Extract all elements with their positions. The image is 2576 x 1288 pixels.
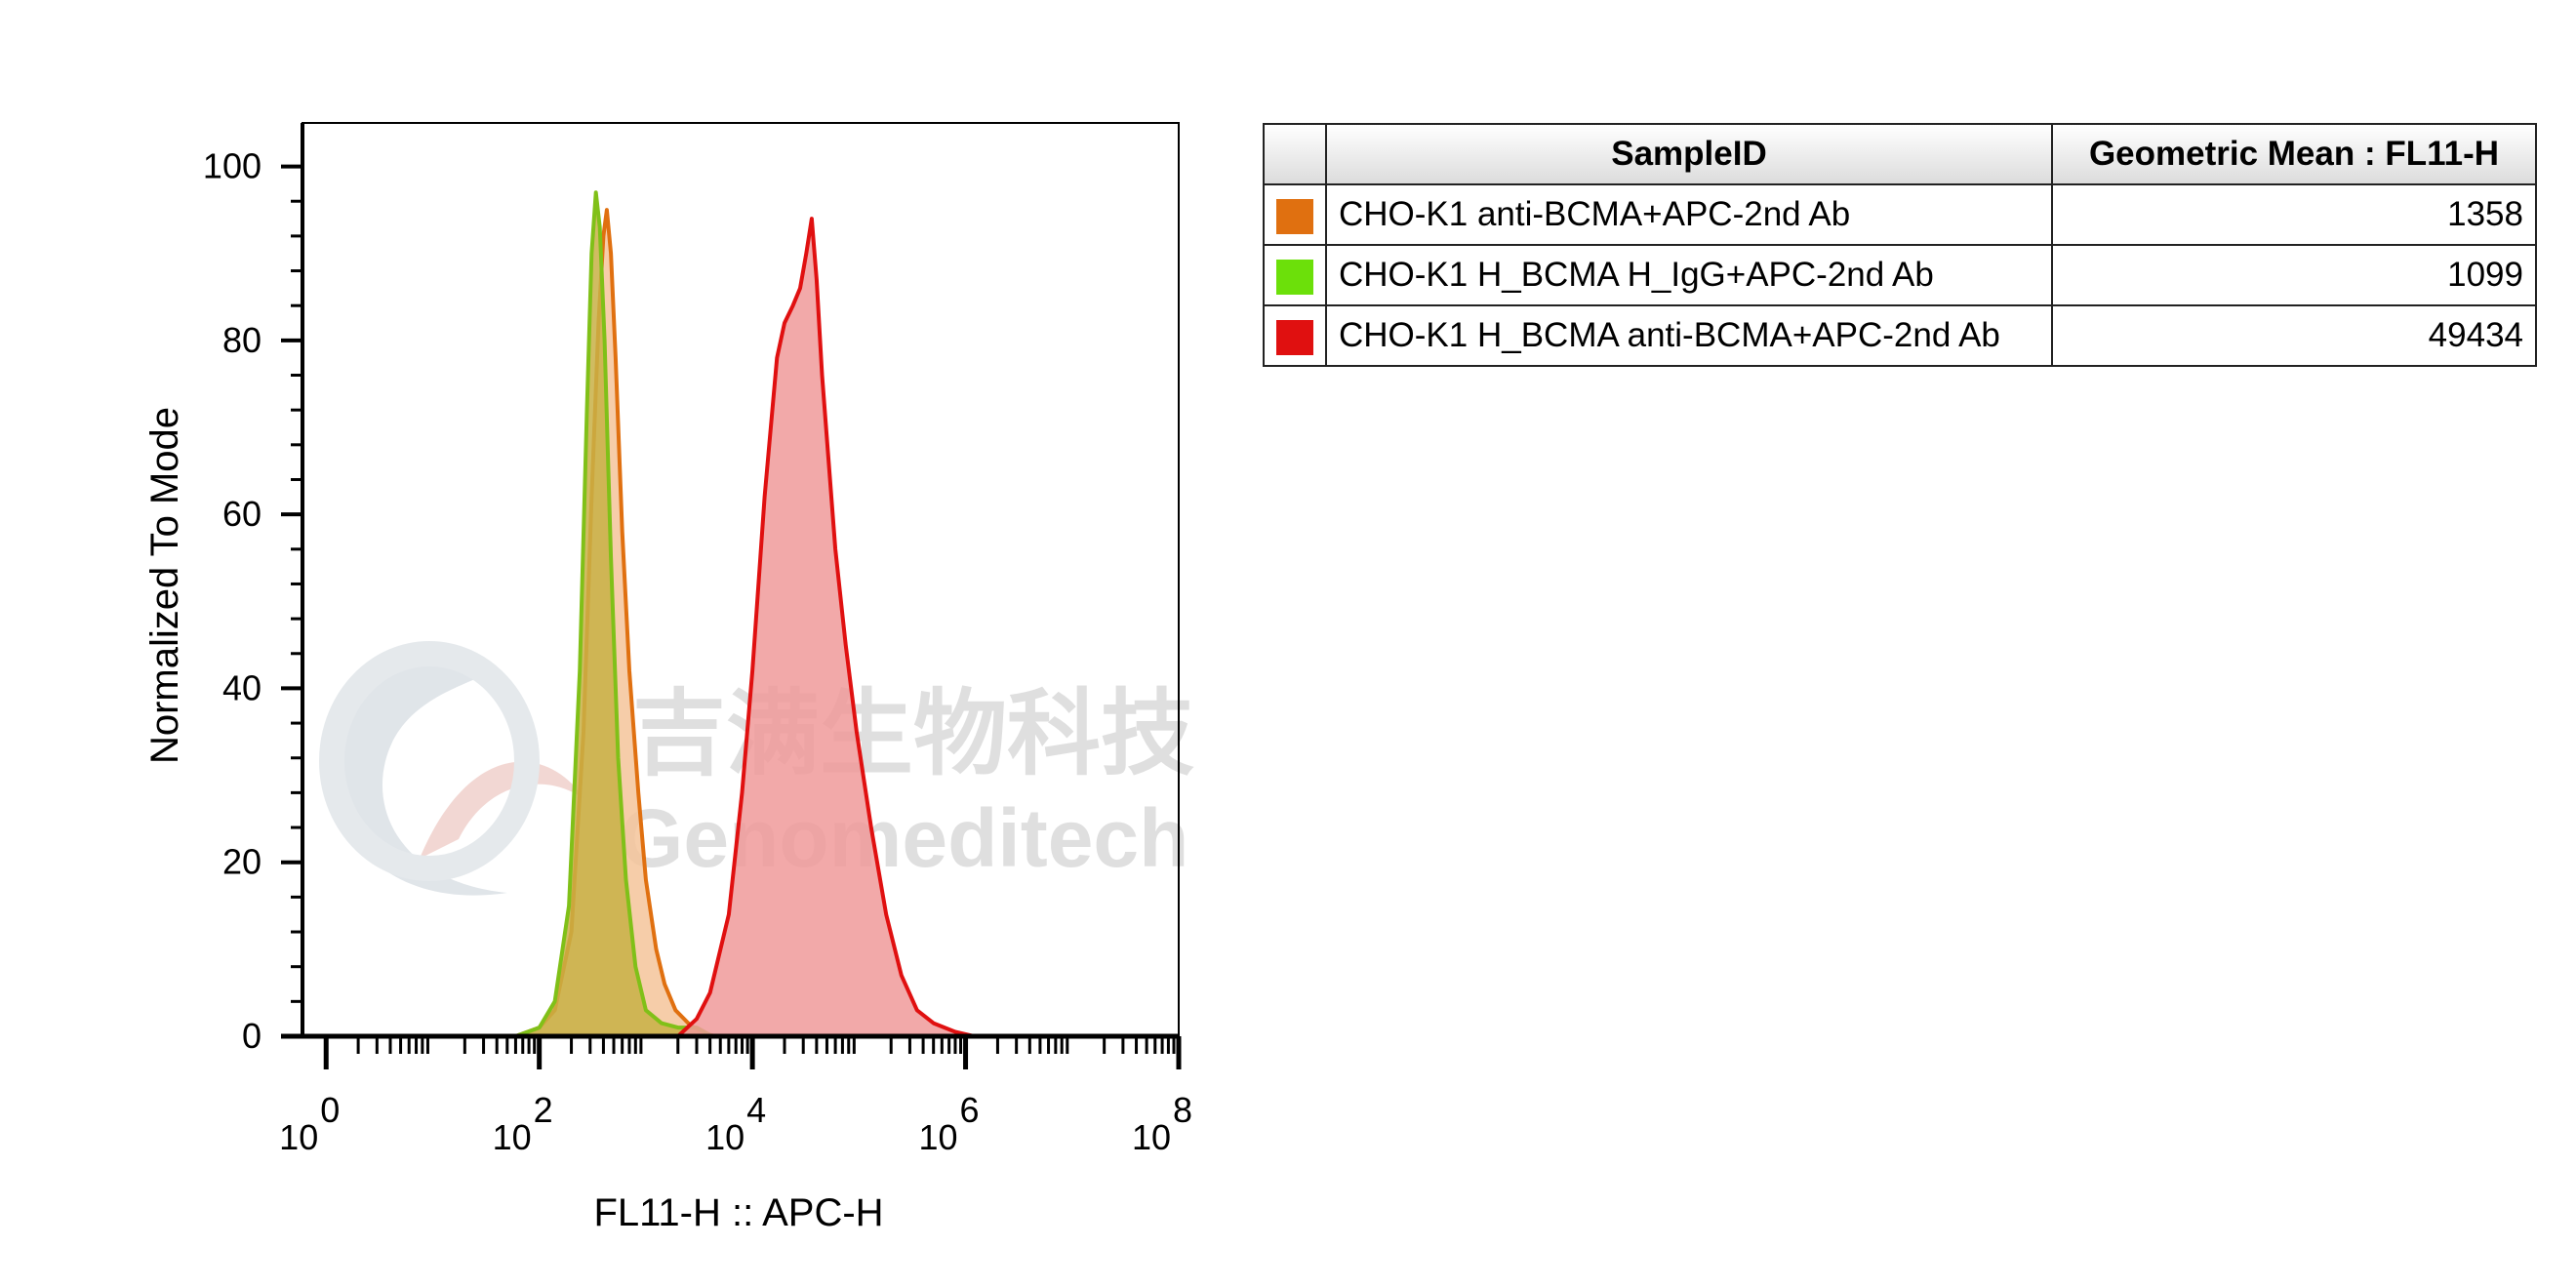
y-axis-title: Normalized To Mode: [143, 407, 186, 764]
series-line: [326, 190, 1179, 1038]
legend-swatch: [1276, 198, 1313, 234]
legend-sample-name: CHO-K1 anti-BCMA+APC-2nd Ab: [1325, 183, 2053, 246]
y-tick-label: 20: [222, 842, 262, 882]
legend-swatch-cell: [1263, 183, 1327, 246]
x-tick-label: 10: [279, 1117, 318, 1157]
x-tick-label: 10: [493, 1117, 532, 1157]
y-tick-label: 80: [222, 320, 262, 360]
legend-row: CHO-K1 H_BCMA H_IgG+APC-2nd Ab 1099: [1263, 244, 2537, 306]
y-tick-label: 100: [203, 146, 262, 186]
legend-geo-mean-value: 49434: [2051, 304, 2537, 367]
x-tick-exponent: 2: [534, 1090, 553, 1130]
x-tick-exponent: 0: [320, 1090, 340, 1130]
x-tick-label: 10: [919, 1117, 958, 1157]
x-tick-exponent: 4: [746, 1090, 766, 1130]
x-tick-exponent: 6: [960, 1090, 980, 1130]
legend-row: CHO-K1 H_BCMA anti-BCMA+APC-2nd Ab 49434: [1263, 304, 2537, 367]
y-tick-label: 0: [242, 1016, 262, 1056]
x-tick-label: 10: [705, 1117, 745, 1157]
legend-sample-name: CHO-K1 H_BCMA anti-BCMA+APC-2nd Ab: [1325, 304, 2053, 367]
legend-geo-mean-value: 1358: [2051, 183, 2537, 246]
y-tick-label: 40: [222, 667, 262, 707]
legend-sample-name: CHO-K1 H_BCMA H_IgG+APC-2nd Ab: [1325, 244, 2053, 306]
x-tick-exponent: 8: [1173, 1090, 1192, 1130]
geometric-mean-header: Geometric Mean : FL11-H: [2051, 123, 2537, 185]
series-line: [326, 217, 1179, 1038]
series-layer: [326, 190, 1179, 1038]
watermark-english-text: Genomeditech: [620, 792, 1188, 884]
legend-swatch-cell: [1263, 304, 1327, 367]
y-tick-label: 60: [222, 494, 262, 534]
legend-row: CHO-K1 anti-BCMA+APC-2nd Ab 1358: [1263, 183, 2537, 246]
sample-id-header: SampleID: [1325, 123, 2053, 185]
watermark: 吉满生物科技 Genomeditech: [319, 641, 1194, 896]
legend-swatch-cell: [1263, 244, 1327, 306]
watermark-logo-icon: [319, 641, 585, 896]
x-axis-title: FL11-H :: APC-H: [593, 1191, 883, 1234]
legend-table: SampleID Geometric Mean : FL11-H CHO-K1 …: [1263, 123, 2537, 367]
watermark-chinese-text: 吉满生物科技: [632, 679, 1194, 788]
legend-geo-mean-value: 1099: [2051, 244, 2537, 306]
series-area-fill: [326, 219, 1179, 1037]
legend-header-row: SampleID Geometric Mean : FL11-H: [1263, 123, 2537, 185]
legend-swatch: [1276, 259, 1313, 295]
legend-swatch: [1276, 319, 1313, 355]
x-tick-label: 10: [1132, 1117, 1171, 1157]
swatch-column-header: [1263, 123, 1327, 185]
